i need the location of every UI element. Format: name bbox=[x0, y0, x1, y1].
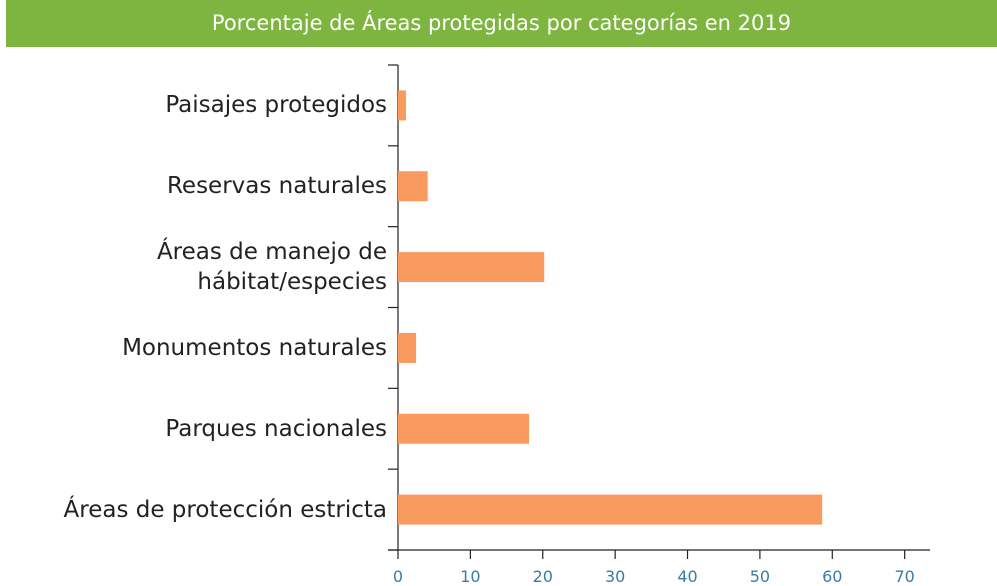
chart-title: Porcentaje de Áreas protegidas por categ… bbox=[6, 0, 997, 47]
x-tick-label: 50 bbox=[750, 567, 770, 586]
y-tick-label: Áreas de manejo de hábitat/especies bbox=[156, 239, 387, 296]
y-tick-label: Áreas de protección estricta bbox=[63, 496, 387, 523]
x-tick-label: 20 bbox=[533, 567, 553, 586]
x-tick-label: 60 bbox=[822, 567, 842, 586]
y-tick-label: Paisajes protegidos bbox=[165, 92, 387, 119]
bar bbox=[398, 171, 428, 202]
y-tick-label: Monumentos naturales bbox=[122, 334, 387, 361]
x-tick-label: 0 bbox=[393, 567, 403, 586]
x-tick-label: 40 bbox=[677, 567, 697, 586]
bar bbox=[398, 90, 406, 121]
x-tick-label: 70 bbox=[894, 567, 914, 586]
x-tick-label: 10 bbox=[460, 567, 480, 586]
y-tick-label: Reservas naturales bbox=[166, 173, 387, 200]
bar bbox=[398, 413, 530, 444]
y-tick-label: Parques nacionales bbox=[165, 415, 387, 442]
bar bbox=[398, 332, 417, 363]
x-tick-label: 30 bbox=[605, 567, 625, 586]
bar bbox=[398, 252, 545, 283]
bar bbox=[398, 494, 823, 525]
